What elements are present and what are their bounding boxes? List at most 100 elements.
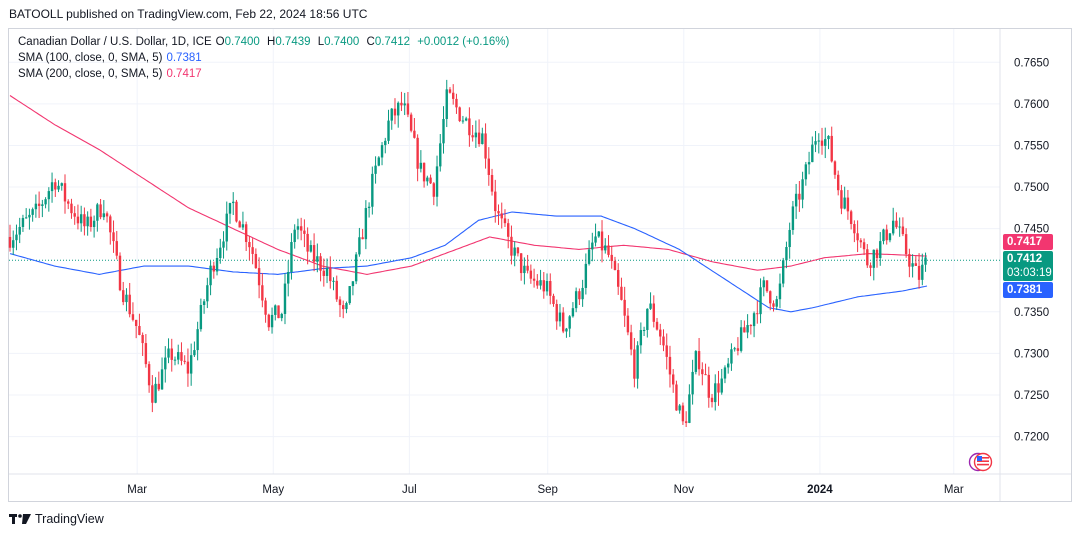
candle-body: [21, 218, 25, 227]
candle-body: [510, 236, 513, 256]
candle-body: [325, 267, 329, 276]
candle-body: [866, 249, 869, 266]
candle-body: [807, 162, 811, 165]
candle-body: [413, 130, 416, 138]
legend-sma100-row[interactable]: SMA (100, close, 0, SMA, 5) 0.7381: [18, 50, 513, 66]
candle-body: [8, 236, 12, 248]
candle-body: [47, 191, 51, 200]
x-tick-label: May: [262, 484, 284, 496]
moving-averages-layer: [9, 95, 928, 313]
candle-body: [458, 107, 461, 122]
candle-body: [461, 120, 465, 122]
legend-sma200-row[interactable]: SMA (200, close, 0, SMA, 5) 0.7417: [18, 66, 513, 82]
candle-body: [814, 141, 817, 145]
candle-body: [558, 312, 562, 322]
candle-body: [309, 245, 313, 252]
legend-symbol-row[interactable]: Canadian Dollar / U.S. Dollar, 1D, ICE O…: [18, 34, 513, 50]
candle-body: [351, 281, 355, 287]
candle-body: [555, 304, 558, 322]
candle-body: [44, 199, 47, 205]
candle-body: [775, 299, 778, 307]
candle-body: [904, 234, 908, 255]
candle-body: [432, 183, 436, 197]
candle-body: [244, 224, 248, 243]
candle-body: [824, 139, 827, 146]
tradingview-footer[interactable]: TradingView: [9, 512, 104, 526]
candle-body: [756, 313, 759, 315]
candle-body: [468, 118, 471, 136]
x-tick-label: Sep: [537, 484, 557, 496]
candle-body: [901, 226, 905, 235]
candle-body: [406, 103, 410, 115]
candle-body: [684, 421, 688, 423]
candle-body: [772, 303, 775, 307]
candle-body: [180, 352, 183, 361]
candle-body: [620, 286, 623, 300]
candle-body: [452, 92, 455, 99]
candle-body: [164, 357, 167, 370]
candle-body: [193, 350, 196, 356]
x-tick-label: 2024: [807, 484, 833, 496]
candle-body: [364, 208, 368, 240]
candle-body: [911, 263, 914, 267]
candle-body: [539, 280, 542, 286]
sma200-value: 0.7417: [166, 68, 202, 80]
candle-body: [707, 374, 710, 398]
y-tick-label: 0.7450: [1014, 224, 1049, 236]
tradingview-logo-icon: [9, 514, 31, 524]
candle-body: [477, 132, 481, 145]
candle-body: [652, 303, 655, 322]
candle-body: [694, 351, 698, 372]
candle-body: [917, 265, 921, 280]
candle-body: [287, 271, 290, 284]
y-tick-label: 0.7200: [1014, 432, 1049, 444]
candle-body: [668, 356, 672, 375]
candle-body: [875, 249, 879, 259]
candle-body: [481, 133, 484, 145]
candle-body: [840, 190, 843, 209]
candle-body: [367, 206, 371, 209]
candle-body: [141, 334, 144, 344]
candle-body: [526, 265, 529, 271]
candle-body: [519, 253, 523, 274]
candle-body: [264, 300, 267, 315]
candle-body: [393, 108, 397, 116]
candle-body: [500, 213, 503, 219]
us-flag-icon[interactable]: [968, 451, 994, 473]
candle-body: [487, 158, 490, 175]
candle-body: [374, 165, 377, 174]
candle-body: [646, 308, 649, 330]
candle-body: [730, 349, 733, 364]
candle-body: [869, 265, 872, 268]
candle-body: [672, 374, 675, 385]
candle-body: [228, 203, 232, 214]
ohlc-high-value: 0.7439: [275, 36, 311, 48]
candle-body: [397, 102, 400, 116]
candle-body: [105, 213, 109, 217]
candle-body: [222, 241, 225, 248]
candle-body: [167, 348, 170, 358]
candle-body: [442, 119, 445, 144]
candle-body: [238, 221, 241, 228]
candle-body: [697, 351, 701, 370]
candle-body: [173, 359, 177, 361]
candle-body: [623, 299, 626, 316]
candle-body: [898, 226, 901, 228]
candle-body: [675, 384, 678, 411]
candle-body: [422, 162, 426, 182]
candle-body: [859, 240, 863, 243]
candle-body: [659, 329, 662, 337]
candle-body: [219, 247, 222, 259]
candle-body: [584, 263, 588, 288]
candle-body: [574, 291, 578, 309]
candle-body: [811, 144, 814, 163]
candle-body: [361, 237, 364, 240]
candle-body: [274, 305, 277, 315]
candle-body: [849, 211, 853, 225]
ohlc-high-label: H: [267, 36, 276, 48]
candle-body: [270, 314, 274, 328]
y-tick-label: 0.7500: [1014, 182, 1049, 194]
ohlc-close-label: C: [366, 36, 375, 48]
candle-body: [804, 164, 808, 180]
